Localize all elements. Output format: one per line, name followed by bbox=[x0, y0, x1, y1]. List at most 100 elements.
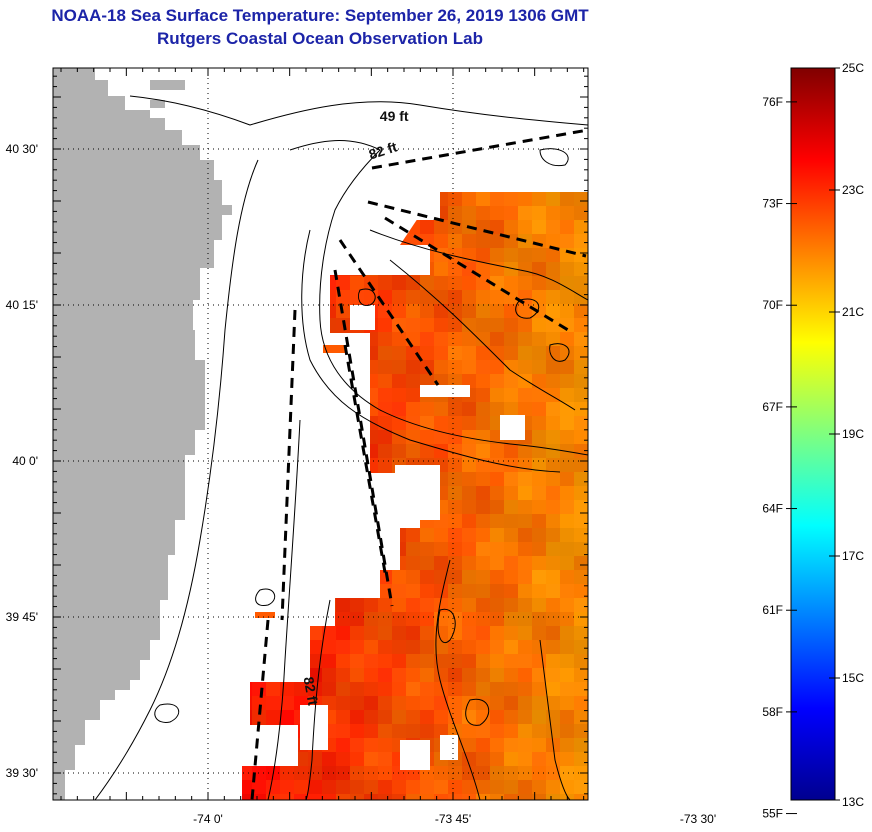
sst-cell bbox=[532, 304, 547, 319]
colorbar-celsius-ticks: 25C 23C 21C 19C 17C 15C 13C bbox=[829, 61, 864, 809]
sst-cell bbox=[420, 402, 435, 417]
sst-cell bbox=[294, 794, 309, 800]
sst-cell bbox=[518, 766, 533, 781]
sst-cell bbox=[546, 318, 561, 333]
sst-cell bbox=[462, 528, 477, 543]
sst-cell bbox=[532, 626, 547, 641]
sst-cell bbox=[378, 332, 393, 347]
sst-cell bbox=[504, 766, 519, 781]
sst-cell bbox=[476, 724, 491, 739]
sst-cell bbox=[518, 640, 533, 655]
sst-cell bbox=[462, 444, 477, 459]
sst-cell bbox=[350, 780, 365, 795]
latitude-labels: 40 30' 40 15' 40 0' 39 45' 39 30' bbox=[6, 142, 38, 780]
sst-cell bbox=[504, 206, 519, 221]
sst-cell bbox=[560, 220, 575, 235]
sst-cell bbox=[310, 668, 325, 683]
sst-cell bbox=[518, 388, 533, 403]
sst-cell bbox=[462, 416, 477, 431]
sst-cell bbox=[406, 556, 421, 571]
sst-cell bbox=[420, 276, 435, 291]
sst-cell bbox=[448, 402, 463, 417]
sst-cell bbox=[350, 752, 365, 767]
sst-cell bbox=[546, 612, 561, 627]
sst-cell bbox=[378, 346, 393, 361]
sst-cell bbox=[434, 234, 449, 249]
sst-cell bbox=[336, 276, 351, 291]
sst-cell bbox=[364, 724, 379, 739]
sst-cell bbox=[252, 780, 267, 795]
sst-cell bbox=[448, 542, 463, 557]
sst-cell bbox=[364, 710, 379, 725]
sst-cell bbox=[434, 780, 449, 795]
sst-cell bbox=[490, 682, 505, 697]
colorbar-f-label: 70F bbox=[762, 298, 783, 312]
sst-cell bbox=[504, 248, 519, 263]
sst-cell bbox=[546, 388, 561, 403]
sst-cell bbox=[546, 276, 561, 291]
lat-tick-label: 40 15' bbox=[6, 298, 38, 312]
sst-cell bbox=[462, 626, 477, 641]
sst-cell bbox=[448, 570, 463, 585]
sst-cell bbox=[350, 654, 365, 669]
sst-cell bbox=[462, 346, 477, 361]
sst-cell bbox=[462, 598, 477, 613]
sst-cell bbox=[532, 248, 547, 263]
colorbar-f-label: 61F bbox=[762, 603, 783, 617]
sst-cell bbox=[406, 304, 421, 319]
sst-cell bbox=[350, 738, 365, 753]
sst-cell bbox=[532, 360, 547, 375]
sst-cell bbox=[255, 612, 275, 618]
sst-cell bbox=[574, 570, 588, 585]
sst-cell bbox=[448, 696, 463, 711]
sst-cell bbox=[434, 794, 449, 800]
sst-cell bbox=[406, 276, 421, 291]
sst-cell bbox=[280, 696, 295, 711]
sst-cell bbox=[350, 640, 365, 655]
sst-cell bbox=[462, 780, 477, 795]
sst-cell bbox=[420, 780, 435, 795]
sst-cell bbox=[532, 752, 547, 767]
sst-cell bbox=[532, 458, 547, 473]
sst-cell bbox=[574, 654, 588, 669]
sst-cell bbox=[462, 570, 477, 585]
sst-cell bbox=[518, 318, 533, 333]
sst-cell bbox=[504, 668, 519, 683]
sst-cell bbox=[504, 626, 519, 641]
sst-cell bbox=[448, 500, 463, 515]
sst-cell bbox=[504, 360, 519, 375]
sst-cell bbox=[546, 486, 561, 501]
sst-cell bbox=[532, 416, 547, 431]
sst-cell bbox=[448, 794, 463, 800]
sst-cell bbox=[490, 206, 505, 221]
land-mass bbox=[53, 68, 232, 800]
sst-cell bbox=[490, 192, 505, 207]
sst-cell bbox=[490, 360, 505, 375]
sst-cell bbox=[504, 542, 519, 557]
sst-cell bbox=[476, 472, 491, 487]
sst-cell bbox=[574, 444, 588, 459]
sst-cell bbox=[462, 766, 477, 781]
sst-cell bbox=[378, 598, 393, 613]
sst-cell bbox=[406, 570, 421, 585]
sst-cell bbox=[378, 374, 393, 389]
sst-cell bbox=[532, 794, 547, 800]
sst-cell bbox=[518, 458, 533, 473]
sst-cell bbox=[504, 696, 519, 711]
colorbar-f-label: 67F bbox=[762, 400, 783, 414]
sst-cell bbox=[434, 346, 449, 361]
sst-cell bbox=[518, 304, 533, 319]
sst-cell bbox=[546, 640, 561, 655]
sst-cell bbox=[560, 640, 575, 655]
colorbar-c-label: 19C bbox=[842, 427, 864, 441]
sst-cell bbox=[532, 710, 547, 725]
sst-cell bbox=[462, 556, 477, 571]
sst-cell bbox=[378, 444, 393, 459]
sst-cell bbox=[532, 472, 547, 487]
sst-cell bbox=[350, 696, 365, 711]
sst-cell bbox=[476, 584, 491, 599]
sst-cell bbox=[378, 402, 393, 417]
sst-cell bbox=[574, 668, 588, 683]
sst-cell bbox=[462, 612, 477, 627]
